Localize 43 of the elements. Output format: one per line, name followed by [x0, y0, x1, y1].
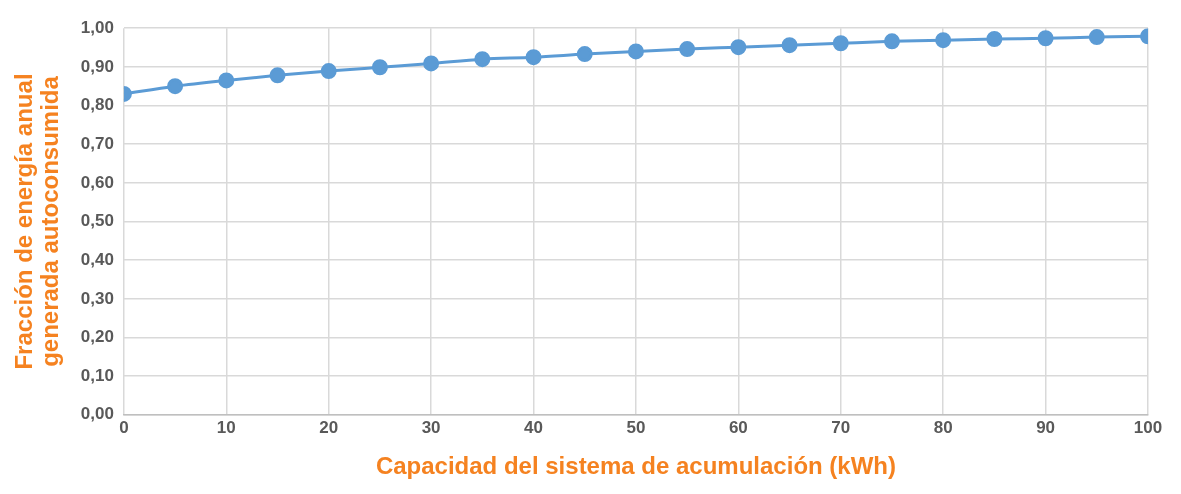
x-tick-label: 10 [216, 417, 236, 437]
y-tick-label: 1,00 [80, 17, 114, 37]
y-tick-label: 0,40 [80, 249, 114, 269]
y-tick-label: 0,70 [80, 133, 114, 153]
x-tick-label: 40 [524, 417, 543, 437]
y-tick-label: 0,00 [80, 404, 114, 424]
point [474, 51, 491, 68]
y-tick-label: 0,90 [80, 56, 114, 76]
x-tick-label: 20 [319, 417, 339, 437]
y-tick-label: 0,80 [80, 95, 114, 115]
y-axis-title: Fracción de energía anual generada autoconsumida [9, 73, 64, 370]
x-tick-label: 80 [933, 417, 953, 437]
point [1088, 29, 1105, 46]
point [883, 33, 900, 50]
point [269, 67, 286, 84]
point [576, 46, 593, 63]
y-tick-label: 0,50 [80, 211, 114, 231]
x-tick-label: 30 [421, 417, 441, 437]
y-tick-label: 0,30 [80, 288, 114, 308]
y-tick-label: 0,60 [80, 172, 114, 192]
x-tick-label: 0 [119, 417, 129, 437]
point [218, 72, 235, 89]
x-tick-label: 100 [1133, 417, 1163, 437]
point [167, 78, 184, 95]
point [1037, 30, 1054, 47]
point [423, 55, 440, 72]
point [832, 35, 849, 52]
x-tick-label: 60 [728, 417, 748, 437]
point [986, 31, 1003, 48]
y-tick-label: 0,10 [80, 365, 114, 385]
y-tick-label: 0,20 [80, 327, 114, 347]
point [371, 59, 388, 76]
point [781, 37, 798, 54]
point [679, 41, 696, 58]
x-tick-label: 90 [1036, 417, 1056, 437]
x-tick-label: 50 [626, 417, 646, 437]
point [525, 49, 542, 66]
point [935, 32, 952, 49]
x-tick-label: 70 [831, 417, 851, 437]
point [627, 43, 644, 60]
x-axis-title: Capacidad del sistema de acumulación (kWh) [375, 452, 897, 480]
point [320, 63, 337, 80]
point [730, 39, 747, 56]
